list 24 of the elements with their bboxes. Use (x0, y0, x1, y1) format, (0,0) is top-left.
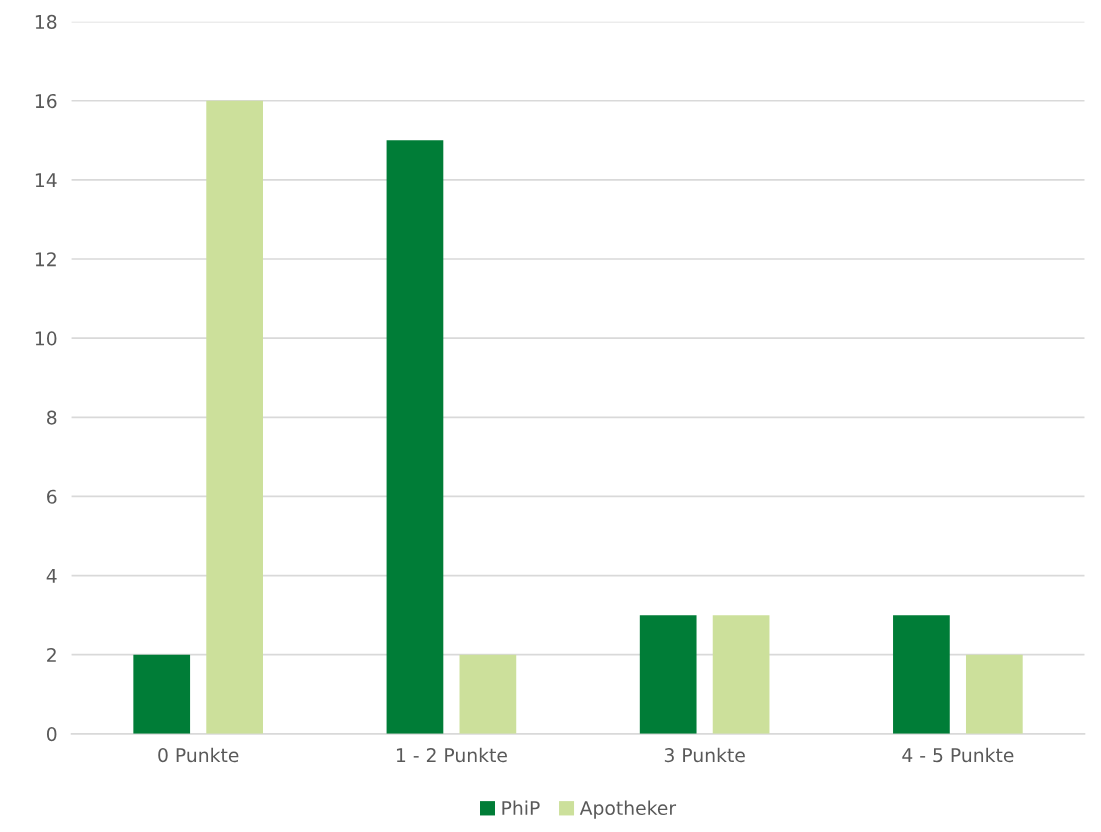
bar (133, 654, 191, 734)
y-tick-label: 8 (47, 410, 57, 425)
y-tick-label: 2 (47, 647, 56, 662)
bar (206, 100, 264, 734)
x-tick-label: 0 Punkte (158, 747, 239, 763)
bar (893, 615, 950, 734)
y-tick-label: 14 (35, 173, 57, 188)
y-tick-label: 6 (47, 489, 57, 504)
x-tick-label: 4 - 5 Punkte (902, 747, 1014, 763)
bar (965, 654, 1023, 734)
x-tick-label: 1 - 2 Punkte (396, 747, 507, 763)
legend-label: Apotheker (579, 800, 677, 819)
y-tick-label: 16 (35, 93, 57, 109)
bar (459, 654, 517, 734)
legend-label: PhiP (502, 800, 540, 815)
y-tick-label: 0 (46, 727, 57, 742)
y-tick-label: 12 (35, 252, 56, 267)
y-tick-label: 10 (35, 331, 57, 346)
bar (712, 615, 770, 734)
bar (639, 615, 697, 734)
y-tick-label: 4 (46, 569, 57, 583)
x-tick-label: 3 Punkte (664, 747, 745, 763)
y-tick-label: 18 (35, 14, 57, 30)
bar (386, 140, 444, 734)
